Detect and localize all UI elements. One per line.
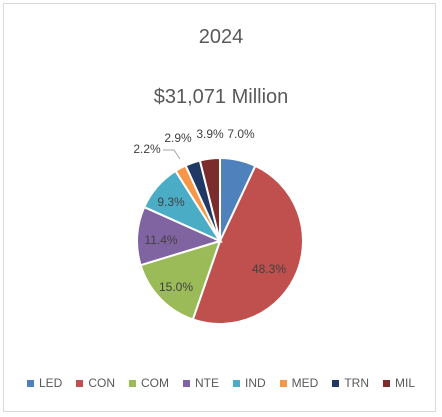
legend-item-med: MED (279, 376, 319, 390)
legend-label-led: LED (38, 376, 63, 390)
legend-swatch-mil (383, 379, 390, 387)
legend-item-com: COM (128, 376, 169, 390)
legend-label-con: CON (88, 376, 115, 390)
legend-item-mil: MIL (383, 376, 415, 390)
data-label-com: 15.0% (159, 280, 193, 294)
legend-item-ind: IND (232, 376, 266, 390)
legend-label-ind: IND (244, 376, 266, 390)
leader-line-med (163, 149, 181, 160)
data-label-led: 7.0% (227, 127, 255, 141)
legend-item-trn: TRN (332, 376, 369, 390)
data-label-med: 2.2% (133, 142, 161, 156)
legend-swatch-con (76, 379, 84, 387)
legend-swatch-led (26, 379, 34, 387)
legend-label-com: COM (140, 376, 169, 390)
data-label-nte: 11.4% (144, 233, 177, 247)
pie-slice-com (139, 239, 222, 321)
data-label-con: 48.3% (252, 262, 286, 276)
chart-title: 2024 (198, 26, 244, 48)
legend-swatch-med (279, 379, 287, 387)
legend-swatch-trn (332, 379, 340, 387)
legend-label-nte: NTE (194, 376, 219, 390)
data-label-trn: 2.9% (164, 131, 192, 145)
data-label-mil: 3.9% (196, 127, 224, 141)
pie-slice-mil (198, 156, 221, 242)
legend-label-mil: MIL (395, 376, 416, 390)
legend-item-con: CON (76, 376, 115, 390)
chart-legend: LED CON COM NTE IND MED TRN MIL (0, 376, 442, 390)
data-label-ind: 9.3% (157, 195, 185, 209)
legend-label-trn: TRN (344, 376, 369, 390)
legend-swatch-com (128, 379, 136, 387)
legend-swatch-ind (232, 379, 240, 387)
pie-slice-con (191, 164, 304, 325)
legend-item-nte: NTE (182, 376, 219, 390)
chart-subtitle: $31,071 Million (153, 86, 289, 108)
legend-swatch-nte (182, 379, 190, 387)
legend-label-med: MED (291, 376, 319, 390)
legend-item-led: LED (26, 376, 63, 390)
